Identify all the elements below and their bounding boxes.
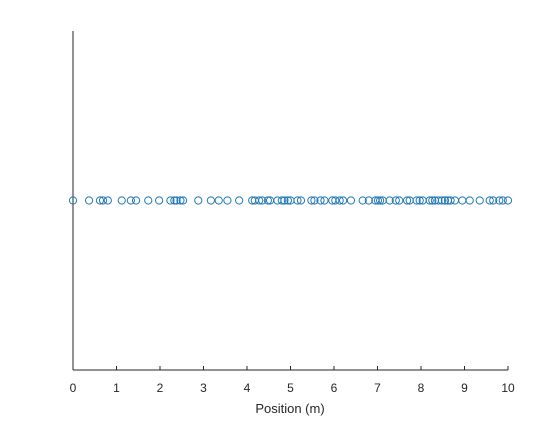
x-tick-label: 6 <box>331 381 338 395</box>
data-point <box>440 196 450 205</box>
data-point <box>425 196 434 205</box>
x-tick-label: 5 <box>287 381 294 395</box>
data-point <box>498 196 507 205</box>
data-point <box>385 196 394 205</box>
data-point <box>98 196 108 205</box>
x-tick-label: 7 <box>374 381 381 395</box>
data-point <box>283 196 292 205</box>
data-point <box>331 196 340 205</box>
data-point <box>166 196 175 205</box>
data-point <box>485 196 494 205</box>
data-point <box>437 196 446 205</box>
x-ticks: 0 1 2 3 4 5 6 7 8 9 10 <box>70 366 515 395</box>
data-point <box>131 196 141 205</box>
data-point <box>402 196 412 205</box>
data-point <box>339 196 348 205</box>
data-point <box>320 196 329 205</box>
data-point <box>434 196 443 205</box>
data-point <box>258 196 267 205</box>
data-point <box>475 196 484 205</box>
data-point <box>412 196 421 205</box>
data-point <box>84 196 94 205</box>
data-point <box>307 196 316 205</box>
data-point <box>280 196 289 205</box>
x-tick-label: 1 <box>113 381 120 395</box>
data-points <box>68 196 513 205</box>
data-point <box>235 196 244 205</box>
data-point <box>277 196 286 205</box>
data-point <box>155 196 164 205</box>
data-point <box>373 196 383 205</box>
data-point <box>117 196 126 205</box>
data-point <box>428 196 437 205</box>
data-point <box>263 196 272 205</box>
data-point <box>495 196 504 205</box>
data-point <box>503 196 513 205</box>
data-point <box>170 196 179 205</box>
axes <box>72 31 508 371</box>
data-point <box>172 196 181 205</box>
data-point <box>206 196 215 205</box>
x-tick-label: 3 <box>200 381 207 395</box>
data-point <box>68 196 78 205</box>
data-point <box>310 196 319 205</box>
data-point <box>214 196 223 205</box>
data-point <box>296 196 306 205</box>
data-point <box>446 196 455 205</box>
data-point <box>194 196 203 205</box>
data-point <box>415 196 424 205</box>
data-point <box>316 196 325 205</box>
x-tick-label: 10 <box>501 381 515 395</box>
data-point <box>95 196 105 205</box>
data-point <box>176 196 185 205</box>
data-point <box>293 196 302 205</box>
data-point <box>465 196 474 205</box>
x-tick-label: 4 <box>244 381 251 395</box>
data-point <box>103 196 112 205</box>
x-tick-label: 2 <box>157 381 164 395</box>
data-point <box>346 196 356 205</box>
data-point <box>358 196 367 205</box>
data-point <box>144 196 153 205</box>
data-point <box>178 196 188 205</box>
x-axis-label: Position (m) <box>255 401 324 416</box>
x-tick-label: 9 <box>461 381 468 395</box>
data-point <box>255 196 264 205</box>
data-point <box>364 196 373 205</box>
data-point <box>376 196 385 205</box>
data-point <box>458 196 467 205</box>
x-tick-label: 0 <box>70 381 77 395</box>
data-point <box>223 196 232 205</box>
data-point <box>391 196 400 205</box>
data-point <box>395 196 404 205</box>
data-point <box>450 196 460 205</box>
data-point <box>489 196 498 205</box>
data-point <box>126 196 135 205</box>
data-point <box>335 196 344 205</box>
x-tick-label: 8 <box>418 381 425 395</box>
